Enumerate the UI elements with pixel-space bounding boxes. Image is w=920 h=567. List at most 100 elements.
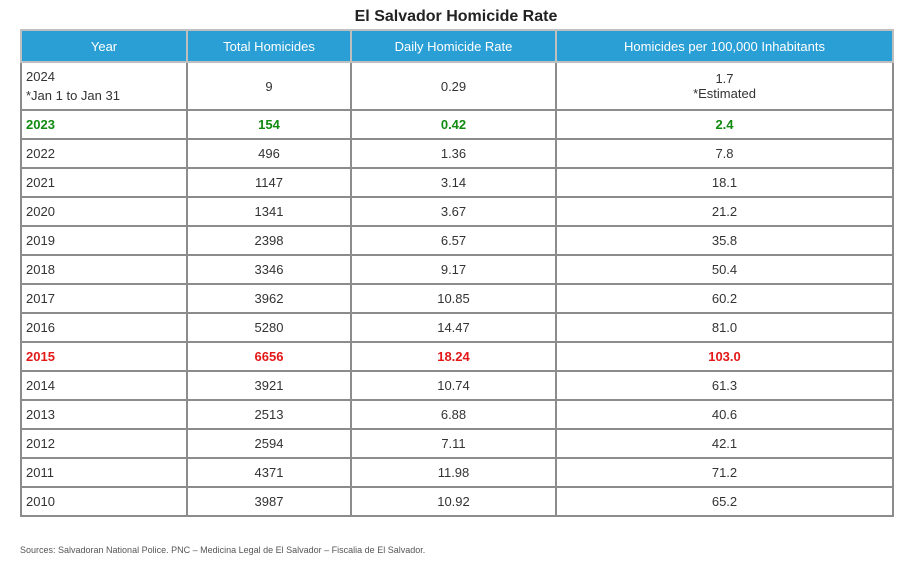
cell-daily-rate-value: 3.67: [440, 204, 467, 219]
cell-daily-rate-value: 14.47: [437, 320, 470, 335]
cell-per-100k-value: 2.4: [715, 117, 734, 132]
header-row: Year Total Homicides Daily Homicide Rate…: [20, 29, 894, 63]
cell-per-100k-value: 71.2: [711, 465, 738, 480]
cell-per-100k-value: 21.2: [711, 204, 738, 219]
cell-per-100k: 61.3: [555, 370, 894, 401]
header-total-homicides: Total Homicides: [186, 29, 352, 63]
per100k-note: *Estimated: [693, 86, 756, 101]
cell-daily-rate: 7.11: [350, 428, 557, 459]
cell-total-homicides: 1147: [186, 167, 352, 198]
table-row: 2017 3962 10.85 60.2: [20, 283, 894, 314]
cell-per-100k: 21.2: [555, 196, 894, 227]
cell-daily-rate: 11.98: [350, 457, 557, 488]
cell-per-100k: 40.6: [555, 399, 894, 430]
cell-year-value: 2013: [26, 407, 55, 422]
cell-per-100k: 7.8: [555, 138, 894, 169]
cell-year: 2012: [20, 428, 188, 459]
cell-total-homicides-value: 3962: [254, 291, 284, 306]
table-row: 2019 2398 6.57 35.8: [20, 225, 894, 256]
cell-year-value: 2018: [26, 262, 55, 277]
cell-daily-rate: 0.29: [350, 61, 557, 111]
cell-per-100k-value: 103.0: [708, 349, 741, 364]
cell-total-homicides: 5280: [186, 312, 352, 343]
cell-daily-rate-value: 0.29: [440, 78, 467, 94]
chart-title: El Salvador Homicide Rate: [354, 8, 558, 25]
cell-year: 2024 *Jan 1 to Jan 31: [20, 61, 188, 111]
header-daily-rate: Daily Homicide Rate: [350, 29, 557, 63]
cell-daily-rate: 10.92: [350, 486, 557, 517]
table-row: 2023 154 0.42 2.4: [20, 109, 894, 140]
cell-daily-rate: 14.47: [350, 312, 557, 343]
cell-year-value: 2020: [26, 204, 55, 219]
cell-daily-rate: 1.36: [350, 138, 557, 169]
cell-per-100k-value: 7.8: [715, 146, 734, 161]
cell-year: 2019: [20, 225, 188, 256]
cell-total-homicides-value: 2513: [254, 407, 284, 422]
cell-per-100k-value: 61.3: [711, 378, 738, 393]
cell-total-homicides: 2513: [186, 399, 352, 430]
cell-total-homicides: 3987: [186, 486, 352, 517]
table-row: 2010 3987 10.92 65.2: [20, 486, 894, 517]
cell-year: 2016: [20, 312, 188, 343]
source-note: Sources: Salvadoran National Police. PNC…: [20, 545, 426, 555]
homicide-table: Year Total Homicides Daily Homicide Rate…: [20, 29, 894, 517]
cell-per-100k: 81.0: [555, 312, 894, 343]
cell-total-homicides: 9: [186, 61, 352, 111]
cell-daily-rate-value: 6.88: [440, 407, 467, 422]
cell-daily-rate: 9.17: [350, 254, 557, 285]
table-row: 2018 3346 9.17 50.4: [20, 254, 894, 285]
cell-year-value: 2015: [26, 349, 55, 364]
cell-per-100k: 60.2: [555, 283, 894, 314]
cell-daily-rate: 10.74: [350, 370, 557, 401]
cell-per-100k-value: 50.4: [711, 262, 738, 277]
cell-daily-rate-value: 10.92: [437, 494, 470, 509]
cell-total-homicides-value: 2594: [254, 436, 284, 451]
cell-year: 2015: [20, 341, 188, 372]
table-row: 2021 1147 3.14 18.1: [20, 167, 894, 198]
table-row: 2015 6656 18.24 103.0: [20, 341, 894, 372]
cell-per-100k-value: 35.8: [711, 233, 738, 248]
header-year: Year: [20, 29, 188, 63]
cell-total-homicides-value: 6656: [254, 349, 284, 364]
cell-year-value: 2012: [26, 436, 55, 451]
cell-total-homicides-value: 5280: [254, 320, 284, 335]
cell-daily-rate: 0.42: [350, 109, 557, 140]
cell-total-homicides-value: 9: [265, 78, 273, 94]
cell-per-100k-value: 40.6: [711, 407, 738, 422]
table-row: 2024 *Jan 1 to Jan 31 9 0.29 1.7 *Estimated: [20, 61, 894, 111]
table-row: 2011 4371 11.98 71.2: [20, 457, 894, 488]
cell-total-homicides: 496: [186, 138, 352, 169]
cell-daily-rate-value: 11.98: [437, 465, 470, 480]
cell-total-homicides-value: 3346: [254, 262, 284, 277]
cell-daily-rate: 3.14: [350, 167, 557, 198]
cell-per-100k: 50.4: [555, 254, 894, 285]
cell-per-100k: 71.2: [555, 457, 894, 488]
cell-year: 2018: [20, 254, 188, 285]
cell-total-homicides: 6656: [186, 341, 352, 372]
cell-per-100k: 1.7 *Estimated: [555, 61, 894, 111]
cell-per-100k: 103.0: [555, 341, 894, 372]
cell-year-value: 2023: [26, 117, 55, 132]
cell-year-value: 2010: [26, 494, 55, 509]
cell-year: 2013: [20, 399, 188, 430]
cell-per-100k-value: 60.2: [711, 291, 738, 306]
cell-total-homicides: 154: [186, 109, 352, 140]
cell-daily-rate-value: 18.24: [437, 349, 470, 364]
cell-total-homicides: 3921: [186, 370, 352, 401]
cell-year: 2022: [20, 138, 188, 169]
cell-daily-rate-value: 6.57: [440, 233, 467, 248]
cell-per-100k-value: 18.1: [711, 175, 738, 190]
table-row: 2012 2594 7.11 42.1: [20, 428, 894, 459]
cell-per-100k-value: 42.1: [711, 436, 738, 451]
cell-daily-rate-value: 3.14: [440, 175, 467, 190]
cell-per-100k: 35.8: [555, 225, 894, 256]
cell-year: 2021: [20, 167, 188, 198]
cell-year: 2020: [20, 196, 188, 227]
cell-per-100k-value: 81.0: [711, 320, 738, 335]
table-row: 2016 5280 14.47 81.0: [20, 312, 894, 343]
cell-total-homicides: 3962: [186, 283, 352, 314]
table-row: 2013 2513 6.88 40.6: [20, 399, 894, 430]
cell-per-100k-value: 65.2: [711, 494, 738, 509]
cell-year-value: 2016: [26, 320, 55, 335]
